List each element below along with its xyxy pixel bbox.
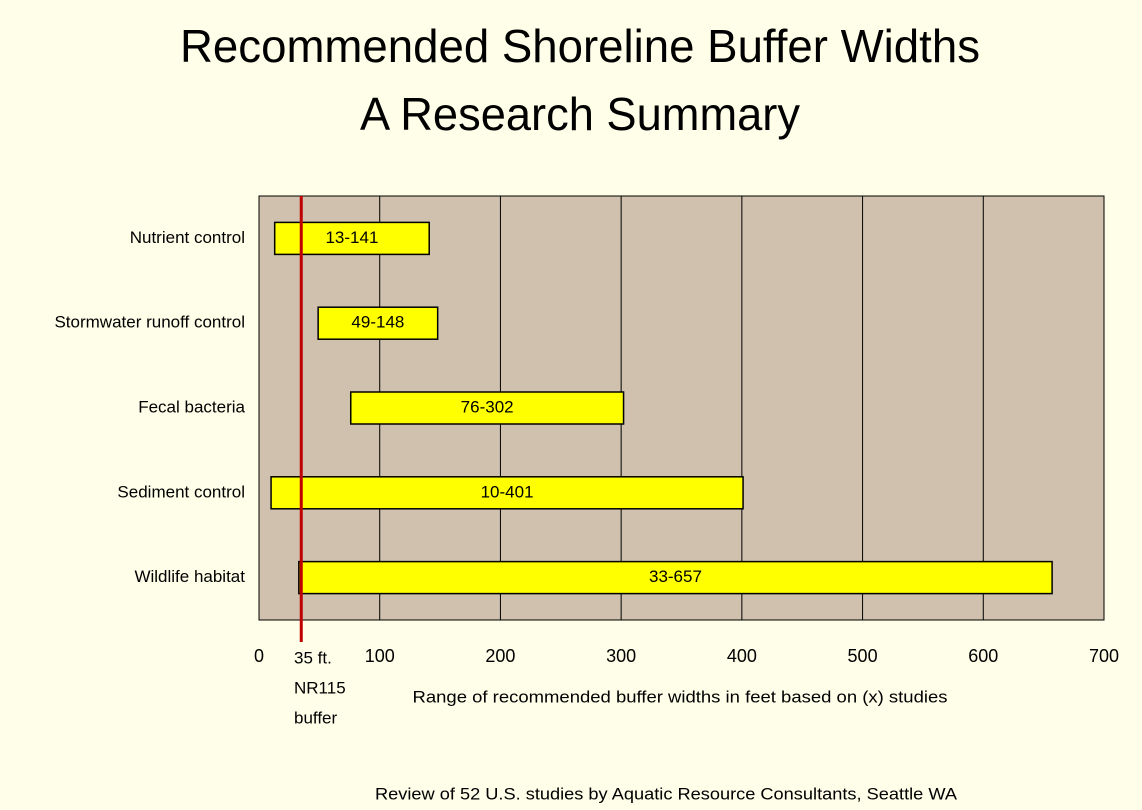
data-label: 10-401 [481, 482, 534, 501]
reference-label: 35 ft. [294, 648, 332, 667]
footnote: Review of 52 U.S. studies by Aquatic Res… [375, 784, 958, 803]
data-label: 49-148 [351, 313, 404, 332]
x-tick-label: 600 [968, 646, 998, 666]
y-tick-label: Wildlife habitat [134, 567, 245, 586]
y-tick-label: Sediment control [117, 482, 245, 501]
y-tick-label: Stormwater runoff control [54, 313, 245, 332]
reference-label: buffer [294, 708, 338, 727]
data-label: 33-657 [649, 567, 702, 586]
x-tick-label: 200 [485, 646, 515, 666]
y-tick-label: Nutrient control [130, 228, 245, 247]
x-tick-label: 400 [727, 646, 757, 666]
x-axis-label: Range of recommended buffer widths in fe… [413, 687, 948, 706]
reference-label: NR115 [294, 678, 346, 697]
y-tick-label: Fecal bacteria [138, 397, 245, 416]
bar [317, 306, 439, 340]
x-tick-label: 700 [1089, 646, 1119, 666]
chart-title: Recommended Shoreline Buffer Widths [180, 20, 980, 72]
chart-title: A Research Summary [360, 88, 800, 140]
x-tick-label: 300 [606, 646, 636, 666]
data-label: 76-302 [461, 397, 514, 416]
x-tick-label: 500 [848, 646, 878, 666]
bar [270, 476, 744, 510]
x-tick-label: 100 [365, 646, 395, 666]
bar [298, 560, 1053, 595]
x-tick-label: 0 [254, 646, 264, 666]
bar [349, 391, 625, 425]
data-label: 13-141 [325, 228, 378, 247]
